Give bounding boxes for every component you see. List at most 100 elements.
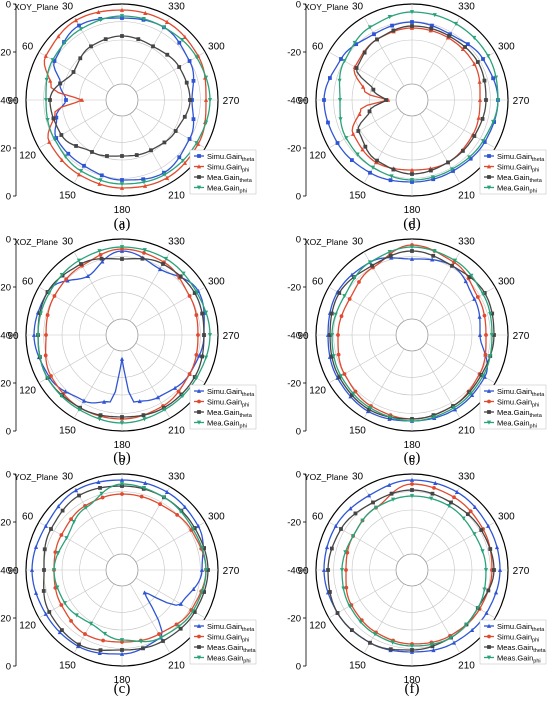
legend-entry: Mea.Gaintheta xyxy=(207,173,253,184)
data-point xyxy=(472,532,477,537)
data-point xyxy=(162,140,167,145)
data-point xyxy=(494,544,500,550)
data-point xyxy=(64,277,69,282)
data-point xyxy=(432,249,437,254)
data-point xyxy=(139,494,144,499)
data-point xyxy=(203,75,209,80)
data-point xyxy=(181,271,186,276)
angle-tick-label: 90 xyxy=(297,331,309,342)
radial-tick-label: 0 xyxy=(6,470,11,481)
data-point xyxy=(81,398,87,403)
radial-tick-label: -20 xyxy=(0,144,11,155)
data-point xyxy=(99,173,104,178)
data-point xyxy=(56,551,61,556)
data-point xyxy=(47,610,52,614)
radial-tick-label: -20 xyxy=(287,144,301,155)
legend-swatch-marker xyxy=(486,623,492,628)
angle-tick-label: 120 xyxy=(309,386,326,397)
polar-panel: 0306090120150180210240270300330XOY_Plane… xyxy=(287,0,547,232)
legend-entry: Mea.Gainphi xyxy=(207,184,247,195)
data-point xyxy=(98,413,103,418)
data-point xyxy=(76,172,82,177)
radial-tick-label: -40 xyxy=(0,331,11,342)
data-point xyxy=(119,356,125,361)
data-point xyxy=(347,604,352,609)
data-point xyxy=(482,78,487,83)
data-point xyxy=(98,252,103,257)
data-point xyxy=(141,413,146,418)
legend-swatch-marker xyxy=(487,645,491,649)
data-point xyxy=(490,311,495,316)
angle-tick-label: 270 xyxy=(513,566,530,577)
data-point xyxy=(56,34,61,39)
data-point xyxy=(57,629,62,635)
data-point xyxy=(409,167,415,172)
data-point xyxy=(60,508,65,513)
legend-box xyxy=(479,619,547,665)
angle-tick-label: 180 xyxy=(404,440,421,451)
data-point xyxy=(158,635,164,640)
legend-swatch-marker xyxy=(196,388,202,393)
data-point xyxy=(388,178,393,183)
data-point xyxy=(367,405,373,411)
data-point xyxy=(475,606,480,611)
legend-entry-name: Meas.Gain xyxy=(207,654,243,663)
data-point xyxy=(335,141,340,145)
data-point xyxy=(98,648,103,653)
data-point xyxy=(63,154,68,159)
data-point xyxy=(495,98,501,103)
data-point xyxy=(141,646,145,651)
data-point xyxy=(194,313,199,317)
data-point xyxy=(163,256,169,262)
data-point xyxy=(35,333,41,338)
data-point xyxy=(375,158,379,163)
data-point xyxy=(410,648,414,652)
angle-tick-label: 210 xyxy=(458,190,475,201)
legend-entry: Meas.Gainphi xyxy=(497,654,541,665)
grid-spoke xyxy=(73,486,115,557)
data-point xyxy=(64,98,68,102)
data-point xyxy=(47,139,52,144)
angle-tick-label: 210 xyxy=(458,660,475,671)
data-point xyxy=(409,419,415,424)
angle-tick-label: 60 xyxy=(312,512,324,523)
data-point xyxy=(370,263,374,268)
angle-tick-label: 120 xyxy=(19,151,36,162)
data-point xyxy=(97,417,102,422)
data-point xyxy=(192,375,197,379)
data-point xyxy=(187,294,192,298)
angle-tick-label: 150 xyxy=(59,190,76,201)
data-point xyxy=(180,393,185,399)
data-point xyxy=(194,376,199,381)
legend-swatch-marker xyxy=(196,164,202,169)
data-point xyxy=(337,375,342,379)
legend-entry: Simu.Gaintheta xyxy=(207,622,255,633)
data-point xyxy=(136,37,141,42)
data-point xyxy=(102,399,107,404)
data-point xyxy=(336,352,341,357)
data-point xyxy=(42,547,47,552)
angle-tick-label: 150 xyxy=(59,425,76,436)
data-point xyxy=(43,53,48,58)
data-point xyxy=(196,333,200,337)
angle-tick-label: 150 xyxy=(349,190,366,201)
data-point xyxy=(451,640,457,645)
data-point xyxy=(453,21,459,27)
legend-swatch-marker xyxy=(197,154,201,158)
data-point xyxy=(49,527,53,531)
data-point xyxy=(187,59,192,63)
radial-tick-label: -20 xyxy=(287,48,301,59)
data-point xyxy=(161,25,167,30)
radial-tick-label: 0 xyxy=(6,192,11,203)
angle-tick-label: 0 xyxy=(119,222,125,233)
data-point xyxy=(85,273,91,279)
legend-entry-subscript: phi xyxy=(530,189,537,195)
polar-panel: 0306090120150180210240270300330YOZ_Plane… xyxy=(287,457,546,697)
plane-label: YOZ_Plane xyxy=(304,472,348,482)
data-point xyxy=(119,245,125,250)
data-point xyxy=(327,76,332,80)
data-point xyxy=(481,57,485,61)
data-point xyxy=(472,35,477,41)
data-point xyxy=(161,639,165,643)
